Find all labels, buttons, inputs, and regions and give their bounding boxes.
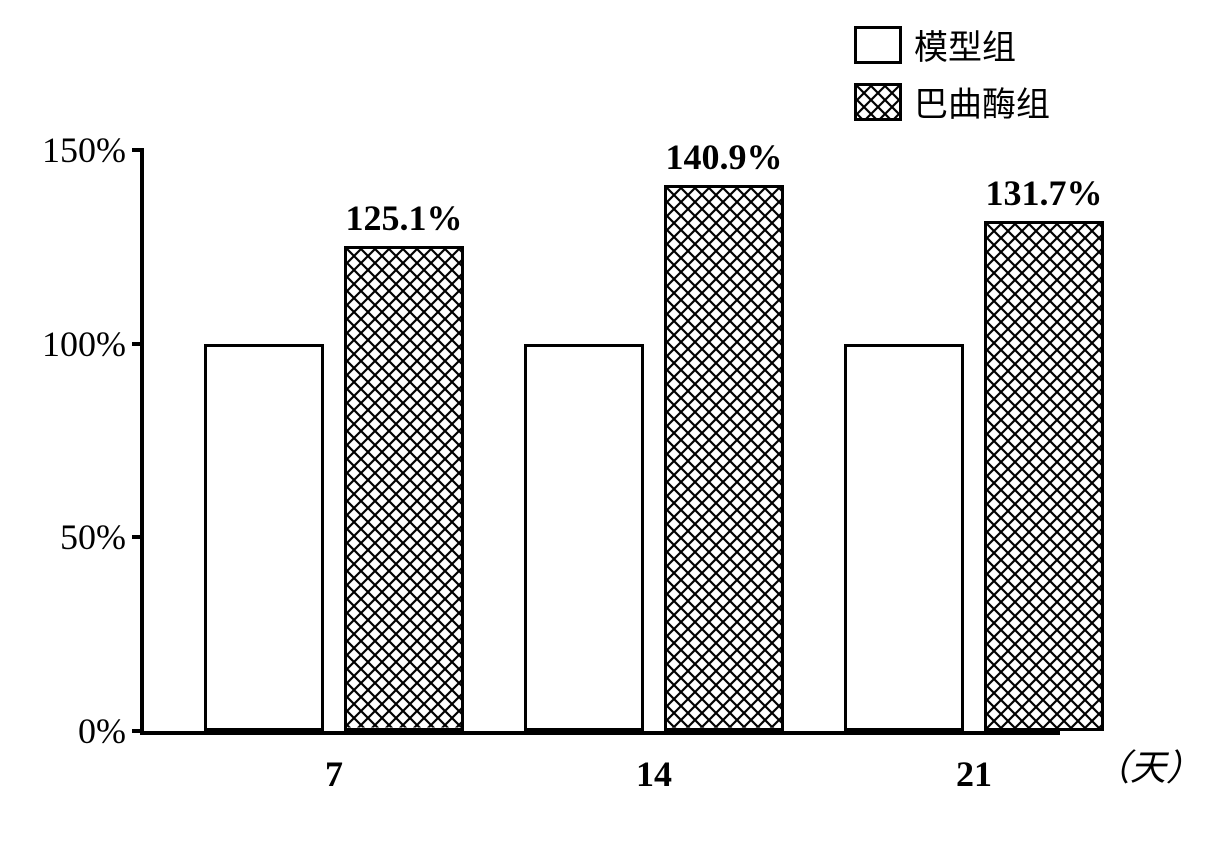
legend: 模型组 巴曲酶组 [854, 20, 1050, 134]
bar-model-14 [524, 344, 644, 731]
bar-batroxobin-21: 131.7% [984, 221, 1104, 731]
y-tick-label: 150% [42, 129, 126, 171]
bar-value-label: 140.9% [666, 136, 783, 178]
legend-label: 模型组 [914, 20, 1016, 69]
y-tick [132, 729, 144, 733]
y-tick [132, 535, 144, 539]
plot-area: 0% 50% 100% 150% 125.1% 7 140.9% 14 131.… [140, 150, 1060, 735]
bar-chart: 模型组 巴曲酶组 0% 50% 100% 150% 125.1% 7 140.9… [40, 20, 1170, 840]
y-tick-label: 50% [60, 516, 126, 558]
y-tick [132, 342, 144, 346]
y-tick [132, 148, 144, 152]
bar-value-label: 125.1% [346, 197, 463, 239]
legend-swatch-model [854, 26, 902, 64]
legend-item: 巴曲酶组 [854, 77, 1050, 126]
x-tick-label: 14 [636, 753, 672, 795]
legend-swatch-batroxobin [854, 83, 902, 121]
bar-model-7 [204, 344, 324, 731]
y-tick-label: 100% [42, 323, 126, 365]
x-tick-label: 21 [956, 753, 992, 795]
y-tick-label: 0% [78, 710, 126, 752]
x-tick-label: 7 [325, 753, 343, 795]
x-axis-label: （天） [1094, 739, 1202, 791]
bar-model-21 [844, 344, 964, 731]
bar-batroxobin-7: 125.1% [344, 246, 464, 731]
bar-batroxobin-14: 140.9% [664, 185, 784, 731]
legend-label: 巴曲酶组 [914, 77, 1050, 126]
bar-value-label: 131.7% [986, 172, 1103, 214]
legend-item: 模型组 [854, 20, 1050, 69]
